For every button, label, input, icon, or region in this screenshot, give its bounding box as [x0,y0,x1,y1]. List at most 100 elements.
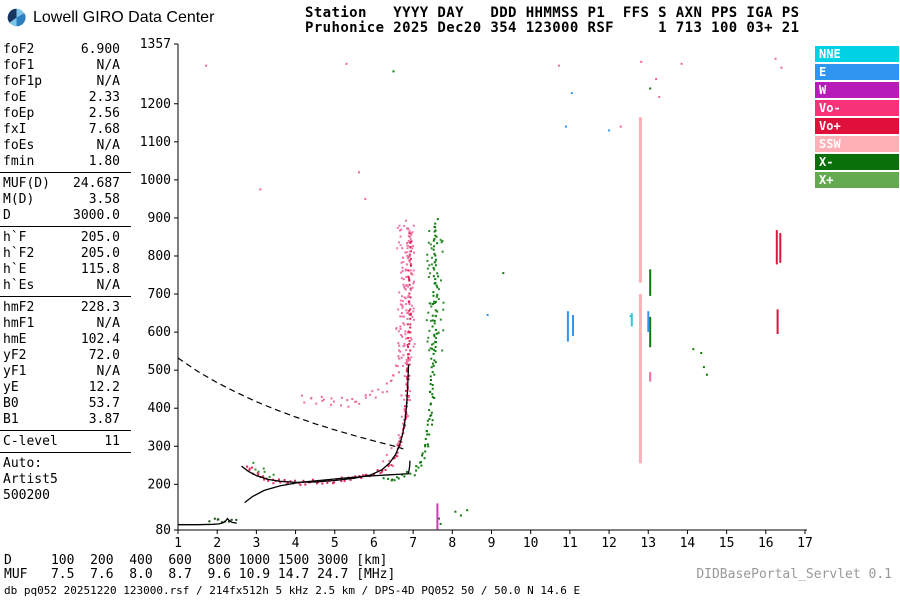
x-tick-label: 10 [523,536,539,551]
param-value: 205.0 [80,230,120,245]
param-label: h`E [3,262,27,277]
record-descriptor: db pq052 20251220 123000.rsf / 214fx512h… [4,584,581,597]
param-row-md: M(D) 3.58 [0,192,131,208]
legend-item-ssw: SSW [815,136,899,152]
app-brand: Lowell GIRO Data Center [6,7,214,28]
param-value: 3.58 [88,192,120,207]
param-value: 205.0 [80,246,120,261]
param-group: foF2 6.900 foF1 N/A foF1p N/A foE 2.33 foEp 2.56 f… [0,42,131,173]
param-row-hme: hmE 102.4 [0,332,131,348]
vline-rfi-7.6 [436,503,439,530]
y-tick-label: 1000 [140,173,171,188]
param-row-he: h`E 115.8 [0,262,131,278]
param-row-hmf1: hmF1 N/A [0,316,131,332]
station-header-line1: Station YYYY DAY DDD HHMMSS P1 FFS S AXN… [305,5,800,21]
x-tick-label: 4 [292,536,300,551]
y-tick-label: 200 [148,477,171,492]
echo-legend: NNE E W Vo- Vo+ SSW X- X+ [815,46,899,190]
param-value: N/A [96,316,120,331]
points-noise-pink [205,57,783,200]
vline-rfi-11.08 [572,315,574,336]
param-value: 12.2 [88,380,120,395]
param-label: yE [3,380,19,395]
parameter-panel: foF2 6.900 foF1 N/A foF1p N/A foE 2.33 foEp 2.56 f… [0,42,131,504]
param-value: 72.0 [88,348,120,363]
y-tick-label: 1200 [140,97,171,112]
param-row-fof2: foF2 6.900 [0,42,131,58]
param-value: 24.687 [73,176,120,191]
param-value: 3.87 [88,412,120,427]
cloud-cusp-spread-X [425,230,445,352]
vline-rfi-16.28 [775,230,778,265]
param-row-hf2: h`F2 205.0 [0,246,131,262]
param-label: h`F [3,230,27,245]
y-tick-label: 400 [148,401,171,416]
param-label: hmF1 [3,316,35,331]
x-tick-label: 14 [680,536,696,551]
param-label: foF1p [3,74,43,89]
auto-info-line: Auto: [3,456,43,471]
param-value: 2.56 [88,106,120,121]
param-value: 228.3 [80,300,120,315]
param-label: B0 [3,396,19,411]
param-value: 7.68 [88,122,120,137]
param-row-ye: yE 12.2 [0,380,131,396]
trace-F-trace-X [382,218,440,482]
param-label: h`F2 [3,246,35,261]
param-label: MUF(D) [3,176,50,191]
param-label: yF2 [3,348,27,363]
vline-rfi-12.8-b [638,117,642,283]
param-group: MUF(D) 24.687 M(D) 3.58 D 3000.0 [0,176,131,227]
points-noise-green [392,70,708,525]
vline-rfi-13.05-b [649,316,652,348]
param-row-yf1: yF1 N/A [0,364,131,380]
param-row-foep: foEp 2.56 [0,106,131,122]
x-tick-label: 11 [562,536,578,551]
param-label: hmF2 [3,300,35,315]
line-E-profile [178,517,237,526]
param-row-hmf2: hmF2 228.3 [0,300,131,316]
param-value: N/A [96,138,120,153]
x-tick-label: 17 [797,536,813,551]
param-row-d: D 3000.0 [0,208,131,224]
param-group: h`F 205.0 h`F2 205.0 h`E 115.8 h`Es N/A [0,230,131,297]
param-value: N/A [96,278,120,293]
x-tick-label: 8 [448,536,456,551]
param-group: C-level 11 [0,434,131,453]
param-value: N/A [96,58,120,73]
param-value: 11 [104,434,120,449]
param-group: hmF2 228.3 hmF1 N/A hmE 102.4 yF2 72.0 yF1 N/A yE 1… [0,300,131,431]
giro-logo-icon [7,8,26,27]
y-tick-label: 300 [148,439,171,454]
param-row-b0: B0 53.7 [0,396,131,412]
param-value: 115.8 [80,262,120,277]
x-tick-label: 1 [174,536,182,551]
x-tick-label: 2 [213,536,221,551]
param-value: 53.7 [88,396,120,411]
param-value: 3000.0 [73,208,120,223]
param-value: 1.80 [88,154,120,169]
param-row-mufd: MUF(D) 24.687 [0,176,131,192]
legend-item-x: X+ [815,172,899,188]
param-row-hf: h`F 205.0 [0,230,131,246]
param-label: yF1 [3,364,27,379]
vline-rfi-13.05-pink [649,372,652,382]
x-tick-label: 3 [252,536,260,551]
trace-F-trace-X-left [252,461,275,478]
vline-rfi-10.95 [566,311,569,342]
param-label: foEs [3,138,35,153]
y-tick-label: 80 [155,523,171,538]
legend-item-nne: NNE [815,46,899,62]
auto-info-line: 500200 [3,488,50,503]
x-tick-label: 9 [488,536,496,551]
param-label: foF2 [3,42,35,57]
param-value: 102.4 [80,332,120,347]
cloud-cusp-spread-O [395,224,416,362]
x-tick-label: 13 [640,536,656,551]
param-label: B1 [3,412,19,427]
param-label: foE [3,90,27,105]
vline-rfi-12.58 [630,313,633,327]
x-tick-label: 6 [370,536,378,551]
y-tick-label: 600 [148,325,171,340]
